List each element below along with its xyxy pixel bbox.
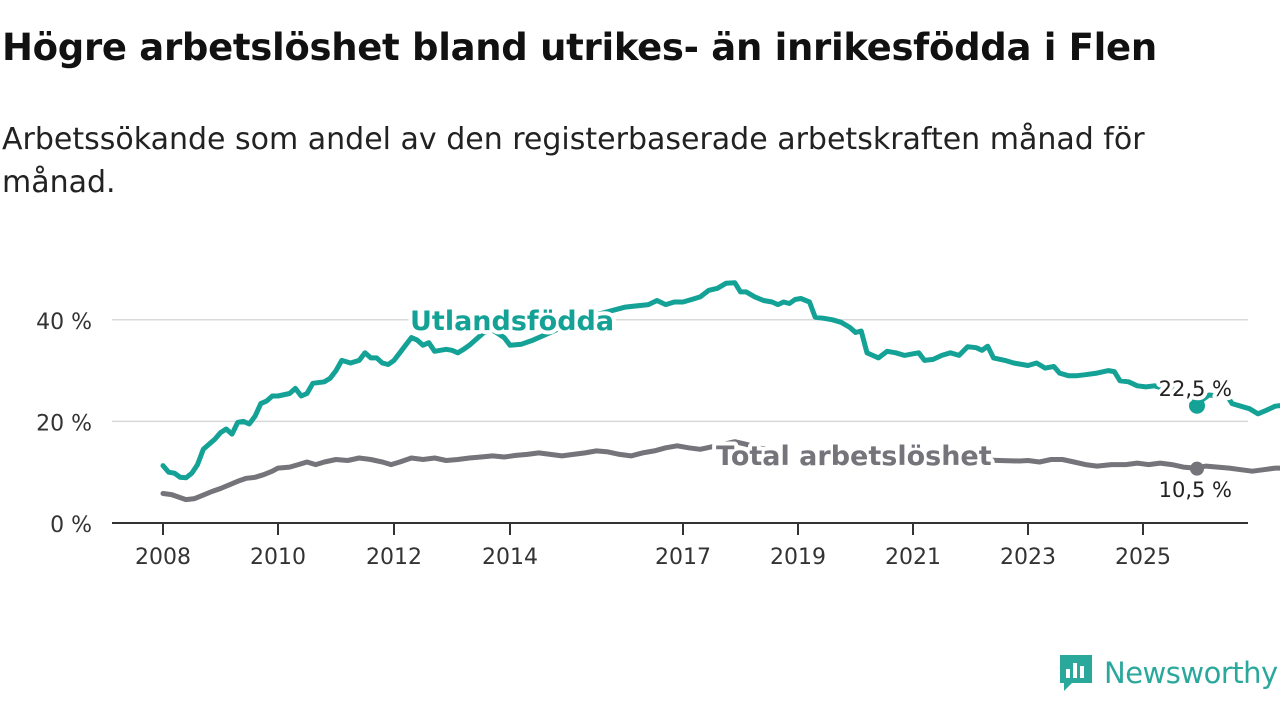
y-tick-label: 20 % — [36, 411, 92, 436]
end-marker-utlandsfodda — [1189, 397, 1205, 414]
end-value-label-total: 10,5 % — [1159, 478, 1232, 502]
y-tick-label: 40 % — [36, 310, 92, 335]
newsworthy-logo-icon — [1060, 655, 1092, 691]
x-tick-label: 2012 — [366, 545, 422, 570]
x-tick-label: 2019 — [770, 545, 826, 570]
x-tick-label: 2017 — [655, 545, 711, 570]
axis-layer: 0 % 20 % 40 % 2008 2010 2012 2014 2017 2019 2021 2… — [36, 310, 1248, 570]
series-label-total: Total arbetslöshet — [716, 441, 992, 472]
end-marker-total — [1190, 461, 1204, 476]
x-tick-label: 2021 — [885, 545, 941, 570]
brand-name: Newsworthy — [1104, 656, 1278, 690]
series-line-total-b — [936, 457, 1280, 474]
newsworthy-brand[interactable]: Newsworthy — [1058, 653, 1278, 693]
series-label-total-halo: Total arbetslöshet — [716, 441, 992, 472]
series-line-utlandsfodda — [160, 280, 1280, 481]
x-tick-label: 2010 — [250, 545, 306, 570]
chart-subtitle: Arbetssökande som andel av den registerb… — [2, 122, 1145, 200]
x-tick-label: 2025 — [1115, 545, 1171, 570]
series-label-utlandsfodda-halo: Utlandsfödda — [410, 306, 614, 337]
x-tick-label: 2023 — [1000, 545, 1056, 570]
series-layer — [160, 280, 1280, 503]
series-line-total-a — [160, 439, 769, 503]
x-tick-label: 2014 — [482, 545, 538, 570]
y-tick-label: 0 % — [50, 513, 92, 538]
end-value-label-total-halo: 10,5 % — [1159, 478, 1232, 502]
end-value-label-utlandsfodda: 22,5 % — [1159, 377, 1232, 401]
chart-title: Högre arbetslöshet bland utrikes- än inr… — [2, 26, 1157, 69]
series-label-utlandsfodda: Utlandsfödda — [410, 306, 614, 337]
grid-layer — [112, 319, 1248, 423]
x-tick-label: 2008 — [135, 545, 191, 570]
end-value-label-utlandsfodda-halo: 22,5 % — [1159, 377, 1232, 401]
